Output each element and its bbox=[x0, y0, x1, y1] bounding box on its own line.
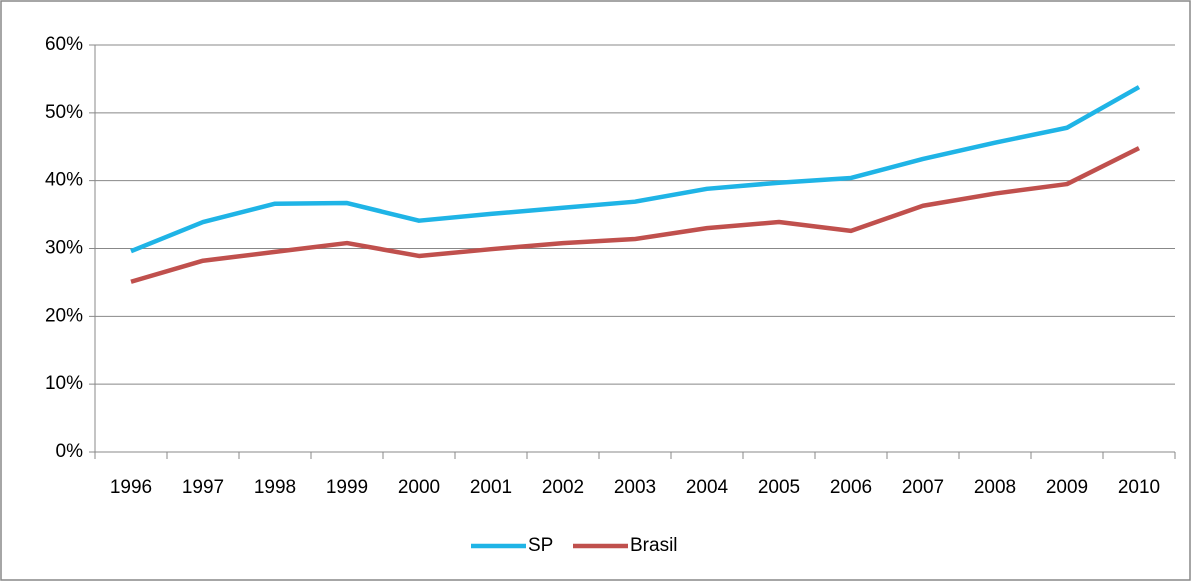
y-tick-label: 40% bbox=[45, 170, 83, 191]
y-tick-label: 30% bbox=[45, 238, 83, 259]
data-line bbox=[130, 146, 1141, 284]
x-tick-label: 1996 bbox=[110, 477, 152, 498]
x-tick-label: 2007 bbox=[902, 477, 944, 498]
y-tick-label: 10% bbox=[45, 373, 83, 394]
x-tick-label: 2001 bbox=[470, 477, 512, 498]
x-tick-label: 2004 bbox=[686, 477, 729, 498]
x-tick-label: 2006 bbox=[830, 477, 872, 498]
legend-label: Brasil bbox=[630, 535, 678, 556]
y-tick-label: 20% bbox=[45, 305, 83, 326]
x-tick-label: 2010 bbox=[1118, 477, 1160, 498]
x-tick-label: 1997 bbox=[182, 477, 224, 498]
y-tick-label: 0% bbox=[56, 441, 84, 462]
x-tick-label: 2003 bbox=[614, 477, 656, 498]
data-line bbox=[130, 85, 1141, 254]
x-tick-label: 2002 bbox=[542, 477, 584, 498]
y-tick-label: 50% bbox=[45, 102, 83, 123]
x-tick-label: 2009 bbox=[1046, 477, 1088, 498]
y-tick-label: 60% bbox=[45, 34, 83, 55]
x-tick-label: 2000 bbox=[398, 477, 440, 498]
x-tick-label: 1999 bbox=[326, 477, 368, 498]
x-tick-label: 2008 bbox=[974, 477, 1016, 498]
legend-label: SP bbox=[528, 535, 553, 556]
x-tick-label: 1998 bbox=[254, 477, 296, 498]
x-tick-label: 2005 bbox=[758, 477, 800, 498]
